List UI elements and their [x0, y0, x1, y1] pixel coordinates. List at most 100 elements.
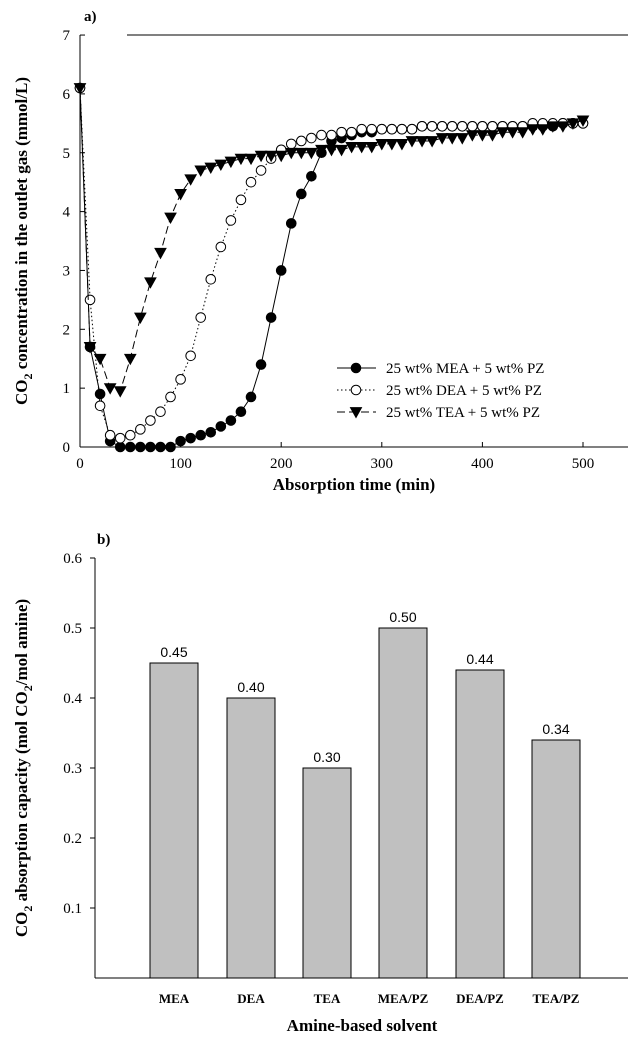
marker-filled-triangle	[415, 136, 429, 148]
series-line	[73, 83, 590, 398]
marker-filled-triangle	[184, 174, 198, 186]
marker-filled-triangle	[194, 165, 208, 177]
marker-filled-triangle	[506, 127, 519, 139]
marker-open-circle	[446, 120, 458, 132]
marker-open-circle	[255, 165, 267, 176]
marker-open-circle	[165, 391, 176, 403]
x-tick-label-b: DEA	[237, 991, 265, 1006]
marker-filled-triangle	[113, 386, 127, 398]
x-tick-label-b: TEA	[314, 991, 341, 1006]
x-tick-label-a: 400	[471, 456, 494, 472]
marker-open-circle	[94, 400, 106, 412]
x-tick-label-a: 200	[270, 456, 293, 472]
y-tick-label-b: 0.2	[63, 831, 82, 847]
marker-open-circle	[185, 350, 196, 362]
marker-filled-triangle	[174, 189, 187, 201]
marker-filled-triangle	[274, 150, 288, 163]
marker-open-circle	[416, 120, 428, 132]
marker-open-circle	[245, 176, 257, 188]
marker-filled-triangle	[496, 127, 509, 139]
marker-filled-triangle	[445, 133, 459, 145]
marker-filled-triangle	[405, 136, 419, 148]
bar-value-label: 0.34	[542, 721, 569, 737]
bar-value-label: 0.30	[313, 749, 340, 765]
marker-open-circle	[104, 429, 116, 441]
series-a	[73, 82, 590, 453]
marker-open-circle	[155, 406, 166, 417]
legend-label: 25 wt% TEA + 5 wt% PZ	[386, 405, 540, 421]
marker-open-circle	[346, 126, 357, 138]
bars-b: 0.45 0.40 0.30 0.50 0.44 0.34	[149, 609, 581, 979]
marker-filled-triangle	[345, 141, 358, 154]
marker-filled-circle	[195, 429, 207, 441]
x-tick-label-b: TEA/PZ	[533, 991, 580, 1006]
x-tick-label-b: DEA/PZ	[456, 991, 504, 1006]
marker-filled-triangle	[465, 130, 479, 142]
marker-filled-triangle	[123, 353, 137, 366]
marker-filled-triangle	[395, 139, 409, 151]
marker-filled-triangle	[476, 130, 489, 142]
legend-label: 25 wt% DEA + 5 wt% PZ	[386, 383, 542, 399]
marker-open-circle	[306, 132, 317, 144]
marker-open-circle	[336, 126, 347, 138]
line-chart-panel-a: a) 0 1 2 3 4 5 6 7 0 100 200 300 400 500 Absorption …	[12, 9, 628, 494]
marker-open-circle	[296, 135, 307, 147]
y-tick-label-b: 0.4	[63, 691, 82, 707]
bar-value-label: 0.50	[389, 609, 416, 625]
marker-open-circle	[215, 241, 227, 253]
marker-filled-triangle	[435, 133, 449, 145]
marker-filled-triangle	[264, 150, 278, 163]
bar-value-label: 0.45	[160, 644, 187, 660]
marker-filled-circle	[175, 435, 186, 447]
marker-open-circle	[114, 432, 126, 444]
x-tick-label-a: 500	[572, 456, 595, 472]
marker-filled-circle	[94, 388, 106, 400]
marker-filled-triangle	[536, 124, 550, 136]
marker-filled-triangle	[455, 133, 469, 145]
y-axis-label-b: CO2 absorption capacity (mol CO2/mol ami…	[12, 599, 35, 937]
bar	[378, 627, 428, 979]
y-tick-label-a: 1	[63, 381, 71, 397]
marker-filled-triangle	[83, 342, 97, 354]
y-tick-label-a: 4	[63, 205, 71, 221]
marker-filled-circle	[225, 415, 237, 426]
marker-filled-circle	[275, 265, 287, 276]
y-axis-label-a: CO2 concentration in the outlet gas (mmo…	[12, 77, 35, 405]
legend-a: 25 wt% MEA + 5 wt% PZ 25 wt% DEA + 5 wt% …	[337, 361, 544, 421]
marker-filled-triangle	[349, 407, 363, 419]
y-tick-label-a: 7	[63, 28, 71, 44]
marker-filled-triangle	[294, 147, 308, 160]
bar	[226, 697, 276, 979]
marker-open-circle	[350, 384, 362, 396]
marker-filled-triangle	[254, 150, 268, 163]
marker-filled-triangle	[546, 121, 560, 133]
marker-open-circle	[366, 123, 378, 135]
marker-filled-triangle	[144, 277, 157, 289]
marker-open-circle	[396, 123, 408, 135]
marker-filled-triangle	[526, 124, 540, 136]
legend-label: 25 wt% MEA + 5 wt% PZ	[386, 361, 544, 377]
marker-filled-triangle	[164, 212, 177, 225]
marker-filled-circle	[265, 312, 277, 323]
marker-open-circle	[135, 424, 146, 435]
marker-filled-triangle	[73, 83, 87, 95]
marker-filled-triangle	[385, 139, 399, 151]
marker-filled-circle	[185, 432, 196, 444]
bar	[455, 669, 505, 979]
series-line	[74, 82, 589, 444]
marker-open-circle	[326, 129, 337, 141]
marker-filled-circle	[114, 441, 126, 453]
marker-filled-triangle	[576, 115, 590, 127]
marker-filled-triangle	[134, 312, 147, 325]
marker-filled-circle	[306, 170, 317, 182]
y-tick-label-a: 6	[63, 87, 71, 103]
bar-value-label: 0.40	[237, 679, 264, 695]
marker-open-circle	[235, 194, 247, 206]
marker-open-circle	[436, 120, 448, 132]
x-tick-label-b: MEA/PZ	[378, 991, 429, 1006]
marker-filled-triangle	[234, 153, 248, 166]
marker-filled-triangle	[486, 130, 499, 142]
y-tick-label-a: 5	[63, 146, 71, 162]
marker-filled-triangle	[224, 156, 238, 169]
